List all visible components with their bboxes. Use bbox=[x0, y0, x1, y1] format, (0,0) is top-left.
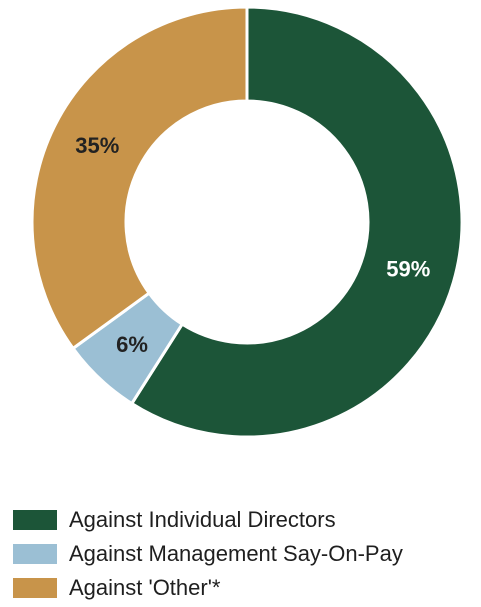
legend-swatch bbox=[13, 544, 57, 564]
legend-label: Against Individual Directors bbox=[69, 507, 336, 532]
legend-item-individual-directors: Against Individual Directors bbox=[13, 503, 403, 537]
legend-swatch bbox=[13, 510, 57, 530]
legend-item-say-on-pay: Against Management Say-On-Pay bbox=[13, 537, 403, 571]
donut-slice-0 bbox=[129, 5, 464, 439]
legend-label: Against Management Say-On-Pay bbox=[69, 541, 403, 566]
legend-item-other: Against 'Other'* bbox=[13, 571, 403, 605]
donut-chart: 59% 6% 35% bbox=[30, 5, 464, 439]
slice-label-1: 6% bbox=[116, 332, 148, 357]
donut-slice-2 bbox=[30, 5, 249, 351]
slice-label-2: 35% bbox=[75, 133, 119, 158]
legend-label: Against 'Other'* bbox=[69, 575, 221, 600]
slice-label-0: 59% bbox=[386, 256, 430, 281]
legend-swatch bbox=[13, 578, 57, 598]
chart-legend: Against Individual Directors Against Man… bbox=[13, 503, 403, 605]
